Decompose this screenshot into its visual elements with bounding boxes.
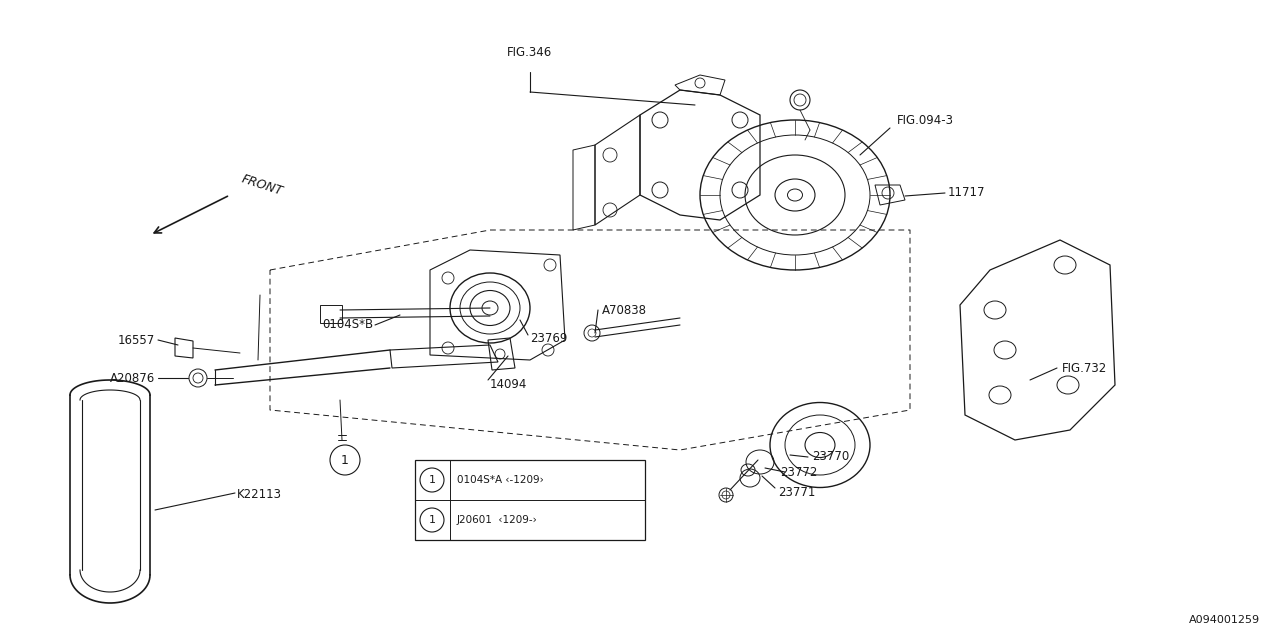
Text: 16557: 16557 <box>118 333 155 346</box>
Text: A20876: A20876 <box>110 371 155 385</box>
Circle shape <box>330 445 360 475</box>
Polygon shape <box>320 305 342 323</box>
Text: 0104S*A ‹-1209›: 0104S*A ‹-1209› <box>457 475 544 485</box>
Text: 14094: 14094 <box>490 378 527 390</box>
Text: A094001259: A094001259 <box>1189 615 1260 625</box>
Text: 23771: 23771 <box>778 486 815 499</box>
Text: FIG.346: FIG.346 <box>507 45 553 58</box>
Text: 23769: 23769 <box>530 332 567 344</box>
Text: 23770: 23770 <box>812 451 849 463</box>
Text: FRONT: FRONT <box>241 172 284 198</box>
Text: 1: 1 <box>429 515 435 525</box>
Text: FIG.732: FIG.732 <box>1062 362 1107 374</box>
Bar <box>415 460 645 540</box>
Text: 1: 1 <box>340 454 349 467</box>
Circle shape <box>420 468 444 492</box>
Text: 11717: 11717 <box>948 186 986 200</box>
Text: 1: 1 <box>429 475 435 485</box>
Text: K22113: K22113 <box>237 488 282 502</box>
Text: A70838: A70838 <box>602 303 646 317</box>
Text: FIG.094-3: FIG.094-3 <box>897 113 954 127</box>
Text: J20601  ‹1209-›: J20601 ‹1209-› <box>457 515 538 525</box>
Text: 0104S*B: 0104S*B <box>321 319 372 332</box>
Circle shape <box>420 508 444 532</box>
Text: 23772: 23772 <box>780 467 818 479</box>
